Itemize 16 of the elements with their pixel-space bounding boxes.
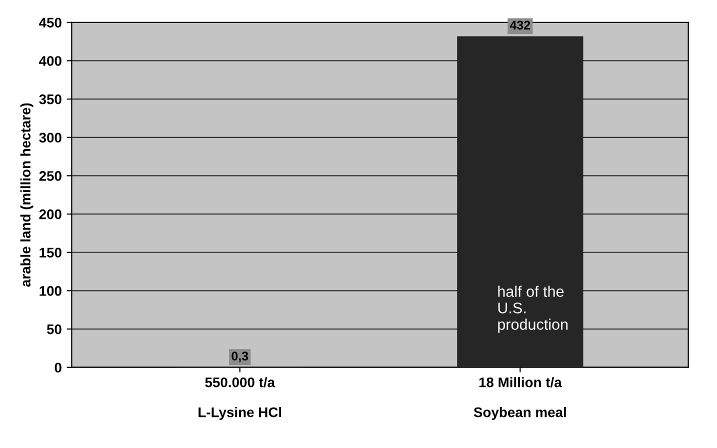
annotation: half of the U.S. production (498, 286, 568, 333)
y-tick-label: 100 (40, 286, 62, 296)
y-tick-label: 50 (46, 324, 62, 334)
category-label: 550.000 t/a L-Lysine HCl (198, 377, 282, 420)
data-label: 432 (510, 20, 530, 30)
y-tick-label: 450 (39, 18, 62, 28)
y-axis-title: arable land (million hectare) (20, 103, 34, 287)
y-tick-label: 150 (40, 248, 62, 258)
y-tick-label: 350 (39, 94, 62, 104)
data-label: 0,3 (232, 352, 248, 362)
category-label: 18 Million t/a Soybean meal (474, 377, 566, 420)
y-tick-label: 0 (54, 362, 62, 373)
y-tick-label: 400 (39, 56, 62, 66)
y-tick-label: 300 (39, 132, 62, 143)
y-tick-label: 250 (39, 171, 62, 181)
y-tick-label: 200 (39, 209, 62, 220)
